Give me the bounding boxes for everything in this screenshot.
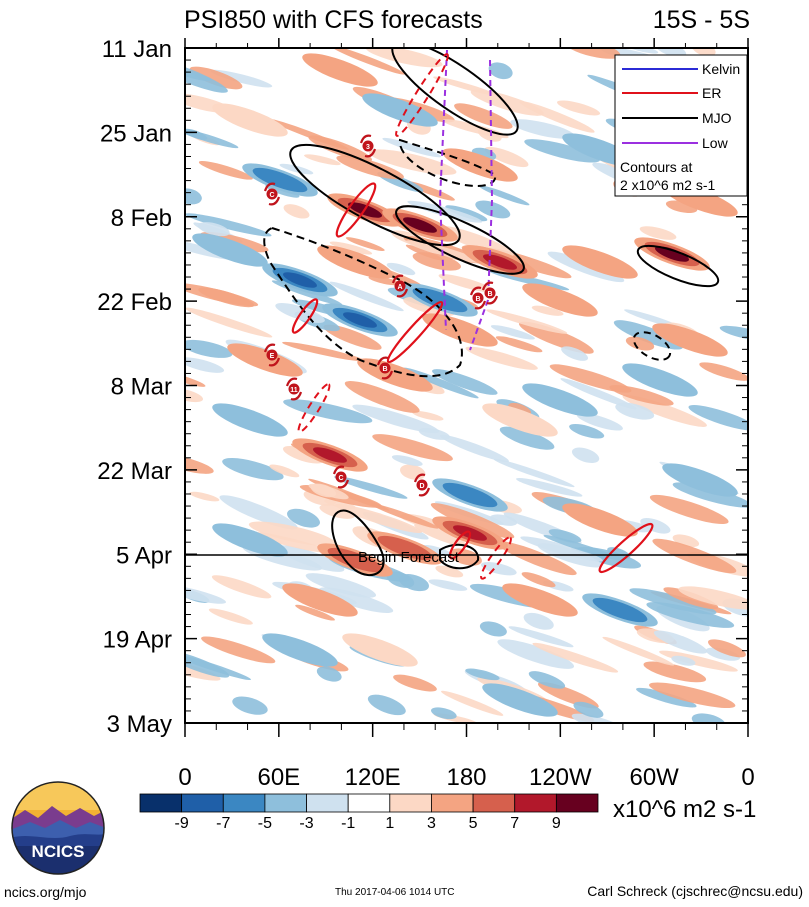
tc-label: D <box>419 483 424 490</box>
legend: Kelvin ER MJO Low Contours at 2 x10^6 m2… <box>614 54 748 197</box>
er-dashed-contour <box>297 383 331 433</box>
y-tick-label: 22 Mar <box>97 458 172 485</box>
tc-label: B <box>382 366 387 373</box>
colorbar-swatch <box>264 793 307 813</box>
mjo-contour <box>439 543 480 570</box>
colorbar-label: -5 <box>258 815 272 832</box>
mjo-dashed-contour <box>263 226 463 378</box>
chart-region: 15S - 5S <box>653 6 750 34</box>
er-contour <box>386 300 444 364</box>
tc-label: B <box>475 296 480 303</box>
mjo-contour <box>391 48 519 136</box>
mjo-contour <box>395 205 525 275</box>
tc-label: 11 <box>290 387 298 394</box>
tc-marker: 3 <box>359 134 377 158</box>
footer-author: Carl Schreck (cjschrec@ncsu.edu) <box>587 883 803 899</box>
legend-er: ER <box>702 85 721 101</box>
wave-contours <box>263 48 720 580</box>
legend-mjo: MJO <box>702 110 732 126</box>
y-tick-label: 19 Apr <box>103 627 172 654</box>
colorbar-swatch <box>555 793 599 813</box>
y-tick-label: 8 Feb <box>111 205 172 232</box>
x-tick-label: 60E <box>257 764 300 791</box>
chart-title: PSI850 with CFS forecasts <box>184 6 483 34</box>
colorbar-label: 9 <box>552 815 561 832</box>
legend-contour-value: 2 x10^6 m2 s-1 <box>620 177 715 193</box>
tc-label: C <box>269 192 274 199</box>
x-tick-label: 0 <box>741 764 754 791</box>
colorbar-swatch <box>472 793 516 813</box>
tc-marker: E <box>263 343 281 367</box>
mjo-contour <box>289 143 461 247</box>
begin-forecast-label: Begin Forecast <box>358 549 460 566</box>
colorbar-label: -7 <box>216 815 230 832</box>
y-axis: 11 Jan 25 Jan 8 Feb 22 Feb 8 Mar 22 Mar 5 Apr 1… <box>97 36 748 738</box>
tc-marker: 11 <box>285 377 303 401</box>
colorbar-swatch <box>347 793 391 813</box>
tc-label: A <box>397 284 402 291</box>
colorbar-label: -3 <box>299 815 313 832</box>
x-tick-label: 0 <box>178 764 191 791</box>
colorbar-swatch <box>514 793 557 813</box>
colorbar-swatch <box>181 793 224 813</box>
colorbar-swatch <box>306 793 349 813</box>
colorbar-swatch <box>389 793 432 813</box>
tc-marker: B <box>481 281 499 305</box>
mjo-contour <box>636 244 720 288</box>
colorbar-swatch <box>431 793 474 813</box>
mjo-dashed-contour <box>632 331 672 361</box>
y-tick-label: 5 Apr <box>116 542 172 569</box>
colorbar-swatch <box>222 793 266 813</box>
x-axis: 0 60E 120E 180 120W 60W 0 <box>178 38 755 791</box>
footer-timestamp: Thu 2017-04-06 1014 UTC <box>335 887 455 898</box>
legend-kelvin: Kelvin <box>702 61 740 77</box>
colorbar: -9 -7 -5 -3 -1 1 3 5 7 9 <box>139 793 599 832</box>
er-contour <box>335 182 377 238</box>
colorbar-label: 5 <box>469 815 478 832</box>
y-tick-label: 25 Jan <box>100 120 172 147</box>
tc-label: E <box>270 353 275 360</box>
er-contour <box>598 522 654 574</box>
tc-label: 3 <box>366 144 370 151</box>
y-tick-label: 11 Jan <box>102 36 172 63</box>
tc-label: B <box>487 291 492 298</box>
y-tick-label: 22 Feb <box>97 289 172 316</box>
colorbar-label: 3 <box>427 815 436 832</box>
legend-low: Low <box>702 135 729 151</box>
tc-marker: D <box>413 473 431 497</box>
colorbar-units: x10^6 m2 s-1 <box>613 796 756 823</box>
logo-text: NCICS <box>32 842 85 861</box>
tc-marker: C <box>263 182 281 206</box>
x-tick-label: 120W <box>529 764 592 791</box>
tc-marker: A <box>391 274 409 298</box>
er-contour <box>448 530 472 560</box>
x-tick-label: 180 <box>446 764 486 791</box>
legend-contour-note: Contours at <box>620 159 692 175</box>
ncics-logo: NCICS <box>11 781 105 875</box>
y-tick-label: 3 May <box>107 711 172 738</box>
colorbar-label: -1 <box>341 815 355 832</box>
low-contour <box>438 49 448 331</box>
tc-marker: B <box>469 286 487 310</box>
colorbar-label: 1 <box>385 815 394 832</box>
tc-marker: B <box>376 356 394 380</box>
mjo-contour <box>331 509 385 576</box>
low-contour <box>469 59 494 351</box>
er-dashed-contour <box>395 53 449 137</box>
x-tick-label: 60W <box>629 764 679 791</box>
er-contour <box>291 298 319 334</box>
colorbar-label: 7 <box>510 815 519 832</box>
colorbar-swatch <box>139 793 183 813</box>
tc-marker: C <box>332 465 350 489</box>
x-tick-label: 120E <box>345 764 401 791</box>
footer-url[interactable]: ncics.org/mjo <box>4 884 87 900</box>
y-tick-label: 8 Mar <box>111 374 172 401</box>
tc-label: C <box>338 475 343 482</box>
colorbar-label: -9 <box>175 815 189 832</box>
